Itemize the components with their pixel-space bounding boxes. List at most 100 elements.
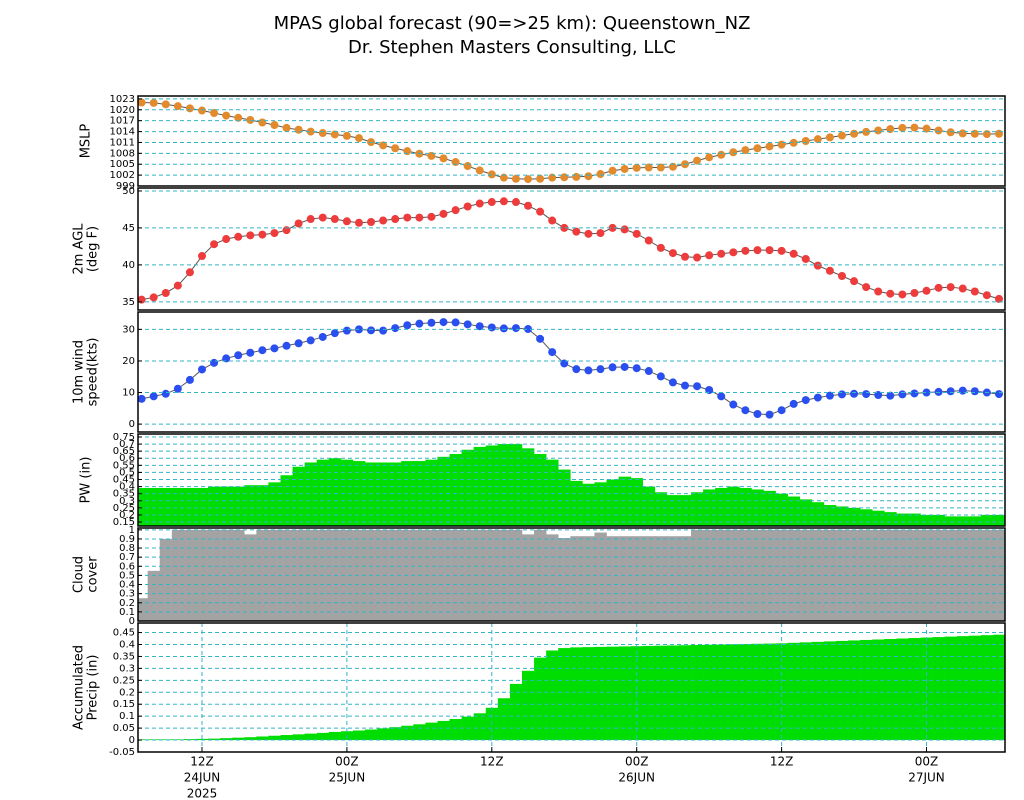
bar [328, 731, 342, 741]
bar [220, 486, 233, 526]
bar [666, 495, 680, 526]
panel-frame [137, 622, 1006, 753]
bar [775, 643, 788, 741]
y-tick-label: 0.4 [119, 640, 135, 651]
bar [449, 453, 462, 526]
bar [642, 645, 656, 741]
bar [823, 505, 837, 526]
point [173, 281, 182, 290]
bar [220, 529, 233, 621]
point [149, 293, 158, 302]
point [282, 226, 291, 235]
point [837, 390, 846, 399]
point [318, 213, 327, 222]
bar [872, 639, 885, 741]
y-tick-label: 0.55 [113, 460, 135, 471]
y-tick-label: 1002 [110, 170, 135, 181]
line [141, 102, 999, 180]
bar [304, 733, 318, 741]
point [934, 126, 943, 135]
point [210, 240, 219, 249]
bar [884, 639, 897, 741]
point [354, 134, 363, 143]
point [620, 164, 629, 173]
bar [473, 529, 487, 621]
bar [558, 538, 571, 621]
point [439, 209, 448, 218]
bar [582, 483, 595, 526]
bar [739, 529, 752, 621]
subtitle: Dr. Stephen Masters Consulting, LLC [348, 37, 676, 58]
bar [848, 507, 861, 526]
point [415, 213, 424, 222]
point [524, 201, 533, 210]
point [524, 325, 533, 334]
point [138, 295, 146, 304]
point [427, 151, 436, 160]
point [632, 229, 641, 238]
point [173, 384, 182, 393]
y-tick-label: 0 [129, 616, 135, 627]
point [246, 348, 255, 357]
x-tick-label: 12Z [190, 755, 214, 769]
point [330, 215, 339, 224]
bar [534, 657, 547, 741]
point [282, 341, 291, 350]
x-tick-label: 00Z [335, 755, 359, 769]
point [850, 277, 859, 286]
y-tick-label: 10 [122, 388, 135, 399]
bar [618, 646, 631, 741]
point [910, 389, 919, 398]
point [548, 216, 557, 225]
point [681, 252, 690, 261]
bar [389, 462, 402, 526]
bar [835, 640, 849, 741]
y-tick-label: 0.4 [119, 580, 135, 591]
bar [691, 492, 704, 526]
point [548, 173, 557, 182]
panel-frame [137, 527, 1006, 622]
bar [666, 536, 680, 621]
point [753, 246, 762, 255]
bar [208, 486, 221, 526]
bar [872, 529, 885, 621]
point [886, 289, 895, 298]
bar [678, 495, 692, 526]
y-tick-label: 0.3 [119, 663, 135, 674]
point [463, 202, 472, 211]
bar [606, 536, 619, 621]
point [898, 390, 907, 399]
point [173, 102, 182, 111]
point [777, 406, 786, 415]
bar [195, 488, 209, 526]
x-tick-label: 00Z [915, 755, 939, 769]
bar [558, 648, 571, 741]
point [656, 372, 665, 381]
bar [920, 514, 933, 526]
point [524, 175, 533, 184]
point [379, 216, 388, 225]
bar [823, 529, 837, 621]
bar [606, 479, 619, 526]
point [789, 138, 798, 147]
point [270, 121, 279, 130]
bar [835, 529, 849, 621]
point [161, 100, 170, 109]
point [572, 172, 581, 181]
point [693, 156, 702, 165]
point [282, 123, 291, 132]
point [330, 329, 339, 338]
point [910, 288, 919, 297]
point [994, 294, 1003, 303]
point [970, 387, 979, 396]
bar [691, 529, 704, 621]
bar [992, 514, 1005, 526]
point [258, 118, 267, 127]
bar [763, 490, 776, 526]
point [982, 291, 991, 300]
point [946, 283, 955, 292]
bar [932, 637, 945, 741]
point [185, 375, 194, 384]
point [729, 400, 738, 409]
